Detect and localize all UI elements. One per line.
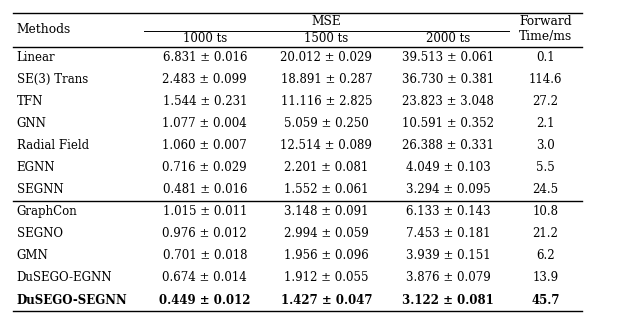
Text: 12.514 ± 0.089: 12.514 ± 0.089 xyxy=(280,139,372,152)
Text: 3.122 ± 0.081: 3.122 ± 0.081 xyxy=(402,293,494,307)
Text: 6.2: 6.2 xyxy=(536,249,555,263)
Text: 11.116 ± 2.825: 11.116 ± 2.825 xyxy=(281,95,372,108)
Text: 27.2: 27.2 xyxy=(532,95,559,108)
Text: Linear: Linear xyxy=(17,51,55,64)
Text: 3.939 ± 0.151: 3.939 ± 0.151 xyxy=(406,249,490,263)
Text: 5.059 ± 0.250: 5.059 ± 0.250 xyxy=(284,117,369,130)
Text: 2.1: 2.1 xyxy=(536,117,555,130)
Text: 1.552 ± 0.061: 1.552 ± 0.061 xyxy=(284,183,369,197)
Text: SEGNO: SEGNO xyxy=(17,227,63,241)
Text: 18.891 ± 0.287: 18.891 ± 0.287 xyxy=(280,73,372,86)
Text: 1.077 ± 0.004: 1.077 ± 0.004 xyxy=(163,117,247,130)
Text: 0.976 ± 0.012: 0.976 ± 0.012 xyxy=(163,227,247,241)
Text: 0.674 ± 0.014: 0.674 ± 0.014 xyxy=(163,271,247,285)
Text: EGNN: EGNN xyxy=(17,161,55,174)
Text: 10.8: 10.8 xyxy=(532,205,559,219)
Text: 10.591 ± 0.352: 10.591 ± 0.352 xyxy=(402,117,494,130)
Text: GraphCon: GraphCon xyxy=(17,205,77,219)
Text: 4.049 ± 0.103: 4.049 ± 0.103 xyxy=(406,161,490,174)
Text: 2.994 ± 0.059: 2.994 ± 0.059 xyxy=(284,227,369,241)
Text: SE(3) Trans: SE(3) Trans xyxy=(17,73,88,86)
Text: 23.823 ± 3.048: 23.823 ± 3.048 xyxy=(402,95,494,108)
Text: 3.294 ± 0.095: 3.294 ± 0.095 xyxy=(406,183,490,197)
Text: 6.133 ± 0.143: 6.133 ± 0.143 xyxy=(406,205,490,219)
Text: TFN: TFN xyxy=(17,95,43,108)
Text: MSE: MSE xyxy=(312,15,341,28)
Text: GMN: GMN xyxy=(17,249,49,263)
Text: 3.876 ± 0.079: 3.876 ± 0.079 xyxy=(406,271,490,285)
Text: 2.483 ± 0.099: 2.483 ± 0.099 xyxy=(163,73,247,86)
Text: Time/ms: Time/ms xyxy=(519,30,572,43)
Text: 6.831 ± 0.016: 6.831 ± 0.016 xyxy=(163,51,247,64)
Text: 26.388 ± 0.331: 26.388 ± 0.331 xyxy=(402,139,494,152)
Text: 7.453 ± 0.181: 7.453 ± 0.181 xyxy=(406,227,490,241)
Text: 0.701 ± 0.018: 0.701 ± 0.018 xyxy=(163,249,247,263)
Text: 3.0: 3.0 xyxy=(536,139,555,152)
Text: 3.148 ± 0.091: 3.148 ± 0.091 xyxy=(284,205,369,219)
Text: 1.015 ± 0.011: 1.015 ± 0.011 xyxy=(163,205,247,219)
Text: GNN: GNN xyxy=(17,117,47,130)
Text: 36.730 ± 0.381: 36.730 ± 0.381 xyxy=(402,73,494,86)
Text: 5.5: 5.5 xyxy=(536,161,555,174)
Text: 13.9: 13.9 xyxy=(532,271,559,285)
Text: 0.1: 0.1 xyxy=(536,51,555,64)
Text: 1.060 ± 0.007: 1.060 ± 0.007 xyxy=(163,139,247,152)
Text: 114.6: 114.6 xyxy=(529,73,563,86)
Text: 1.427 ± 0.047: 1.427 ± 0.047 xyxy=(281,293,372,307)
Text: 2.201 ± 0.081: 2.201 ± 0.081 xyxy=(284,161,369,174)
Text: 0.481 ± 0.016: 0.481 ± 0.016 xyxy=(163,183,247,197)
Text: 1500 ts: 1500 ts xyxy=(304,32,349,45)
Text: 24.5: 24.5 xyxy=(532,183,559,197)
Text: 2000 ts: 2000 ts xyxy=(426,32,470,45)
Text: DuSEGO-EGNN: DuSEGO-EGNN xyxy=(17,271,112,285)
Text: 39.513 ± 0.061: 39.513 ± 0.061 xyxy=(402,51,494,64)
Text: 1.912 ± 0.055: 1.912 ± 0.055 xyxy=(284,271,369,285)
Text: 1.544 ± 0.231: 1.544 ± 0.231 xyxy=(163,95,247,108)
Text: SEGNN: SEGNN xyxy=(17,183,63,197)
Text: 20.012 ± 0.029: 20.012 ± 0.029 xyxy=(280,51,372,64)
Text: 0.716 ± 0.029: 0.716 ± 0.029 xyxy=(163,161,247,174)
Text: Forward: Forward xyxy=(519,15,572,28)
Text: 1.956 ± 0.096: 1.956 ± 0.096 xyxy=(284,249,369,263)
Text: Methods: Methods xyxy=(17,23,71,36)
Text: DuSEGO-SEGNN: DuSEGO-SEGNN xyxy=(17,293,127,307)
Text: Radial Field: Radial Field xyxy=(17,139,89,152)
Text: 1000 ts: 1000 ts xyxy=(182,32,227,45)
Text: 21.2: 21.2 xyxy=(532,227,559,241)
Text: 0.449 ± 0.012: 0.449 ± 0.012 xyxy=(159,293,250,307)
Text: 45.7: 45.7 xyxy=(531,293,560,307)
